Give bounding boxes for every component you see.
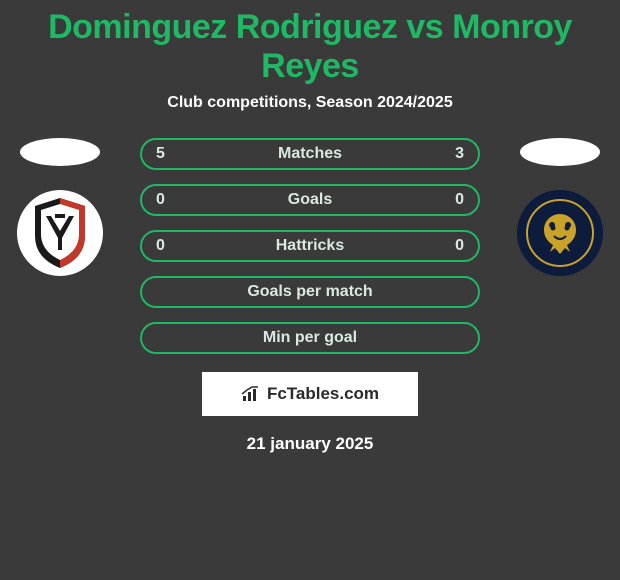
stat-label: Min per goal	[202, 329, 418, 347]
stat-row-goals: 0 Goals 0	[140, 184, 480, 216]
right-player-photo-placeholder	[520, 138, 600, 166]
stat-row-min-per-goal: Min per goal	[140, 322, 480, 354]
stat-left-value: 5	[142, 145, 202, 163]
stat-right-value: 0	[418, 191, 478, 209]
stats-column: 5 Matches 3 0 Goals 0 0 Hattricks 0 Goal…	[110, 138, 510, 454]
left-club-logo	[17, 190, 103, 276]
left-player-photo-placeholder	[20, 138, 100, 166]
site-badge: FcTables.com	[202, 372, 418, 416]
page-title: Dominguez Rodriguez vs Monroy Reyes	[0, 8, 620, 86]
stat-right-value: 0	[418, 237, 478, 255]
bar-chart-icon	[241, 386, 261, 402]
stat-row-matches: 5 Matches 3	[140, 138, 480, 170]
site-badge-text: FcTables.com	[267, 384, 379, 404]
right-club-logo	[517, 190, 603, 276]
left-team-col	[10, 138, 110, 276]
stat-row-hattricks: 0 Hattricks 0	[140, 230, 480, 262]
stat-label: Goals per match	[202, 283, 418, 301]
stat-label: Goals	[202, 191, 418, 209]
shield-icon	[29, 196, 91, 270]
stat-left-value: 0	[142, 237, 202, 255]
stat-left-value: 0	[142, 191, 202, 209]
main-row: 5 Matches 3 0 Goals 0 0 Hattricks 0 Goal…	[0, 138, 620, 454]
stat-label: Hattricks	[202, 237, 418, 255]
stat-right-value: 3	[418, 145, 478, 163]
stat-label: Matches	[202, 145, 418, 163]
stat-row-goals-per-match: Goals per match	[140, 276, 480, 308]
date-line: 21 january 2025	[247, 434, 374, 454]
circle-crest-icon	[517, 190, 603, 276]
subtitle: Club competitions, Season 2024/2025	[0, 94, 620, 112]
comparison-card: Dominguez Rodriguez vs Monroy Reyes Club…	[0, 0, 620, 454]
right-team-col	[510, 138, 610, 276]
